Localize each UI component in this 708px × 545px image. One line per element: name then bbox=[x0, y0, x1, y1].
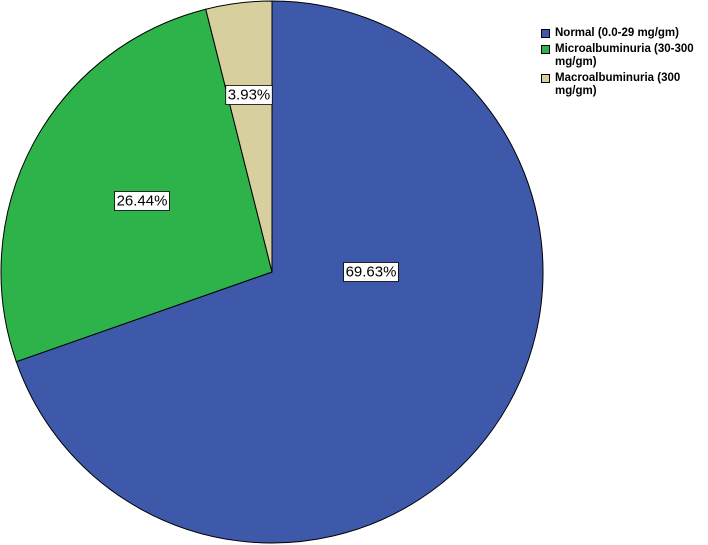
pie-slice-microalbuminuria bbox=[0, 8, 273, 363]
legend-label-microalbuminuria: Microalbuminuria (30-300 mg/gm) bbox=[555, 43, 694, 68]
legend: Normal (0.0-29 mg/gm) Microalbuminuria (… bbox=[541, 27, 706, 101]
legend-item-normal: Normal (0.0-29 mg/gm) bbox=[541, 27, 706, 40]
pie-slice-normal bbox=[15, 0, 544, 544]
data-label-macroalbuminuria: 3.93% bbox=[225, 85, 273, 105]
legend-item-macroalbuminuria: Macroalbuminuria (300 mg/gm) bbox=[541, 72, 706, 98]
data-label-text-normal: 69.63% bbox=[346, 264, 397, 281]
data-label-box-normal bbox=[343, 262, 399, 282]
pie-slice-macroalbuminuria bbox=[205, 0, 273, 273]
data-label-normal: 69.63% bbox=[343, 262, 399, 282]
legend-label-normal: Normal (0.0-29 mg/gm) bbox=[555, 27, 679, 39]
legend-label-macroalbuminuria: Macroalbuminuria (300 mg/gm) bbox=[555, 72, 681, 97]
legend-swatch-macroalbuminuria bbox=[541, 74, 550, 83]
legend-swatch-normal bbox=[541, 29, 550, 38]
data-label-text-microalbuminuria: 26.44% bbox=[117, 193, 168, 210]
data-label-box-macroalbuminuria bbox=[225, 85, 273, 105]
legend-item-microalbuminuria: Microalbuminuria (30-300 mg/gm) bbox=[541, 43, 706, 69]
legend-swatch-microalbuminuria bbox=[541, 45, 550, 54]
data-label-microalbuminuria: 26.44% bbox=[114, 191, 170, 211]
data-label-text-macroalbuminuria: 3.93% bbox=[228, 87, 271, 104]
data-label-box-microalbuminuria bbox=[114, 191, 170, 211]
